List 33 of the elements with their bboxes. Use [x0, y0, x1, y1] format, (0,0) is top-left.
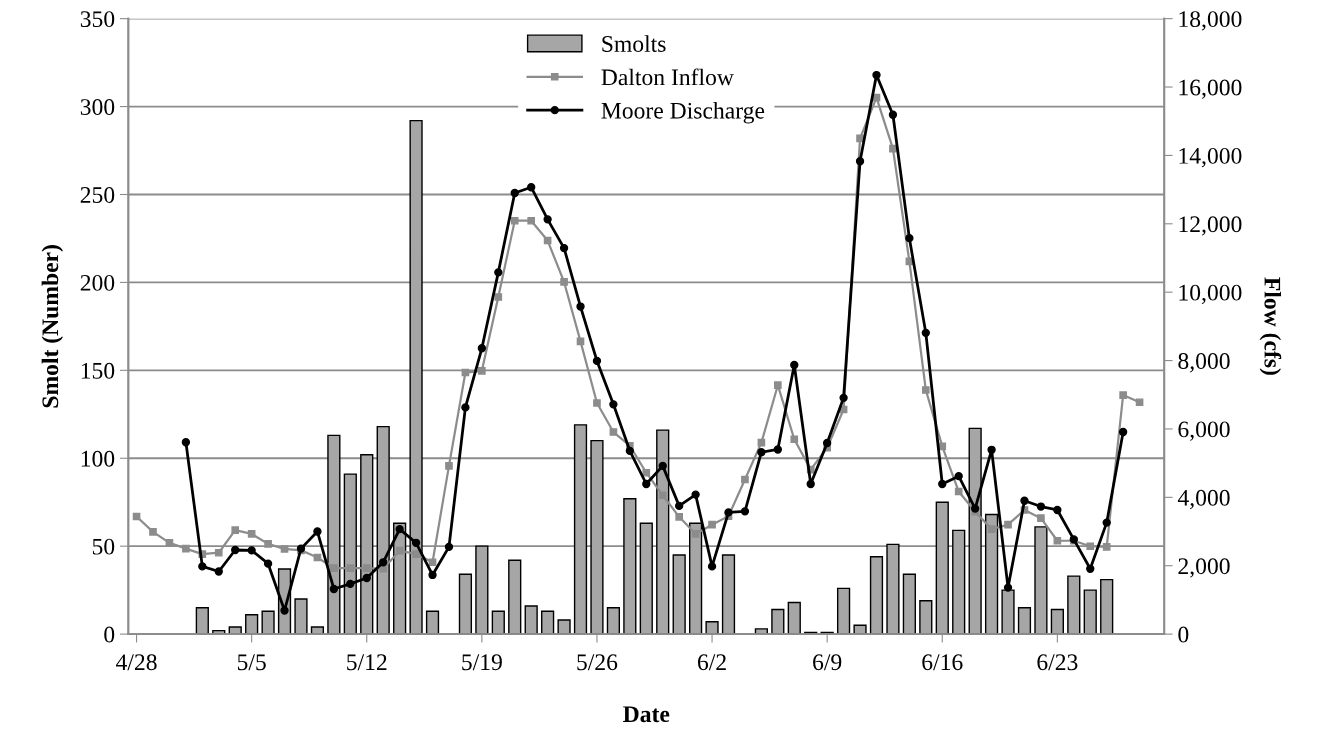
legend-label: Dalton Inflow — [601, 68, 734, 86]
y-tick-label: 100 — [81, 450, 115, 467]
y-tick-label: 250 — [80, 186, 115, 203]
y2-tick-label: 4,000 — [1177, 489, 1230, 510]
x-tick-label: 5/19 — [462, 654, 502, 671]
x-tick-label: 6/23 — [1037, 654, 1078, 671]
x-tick-label: 6/2 — [697, 654, 726, 671]
y-tick-label: 0 — [104, 626, 115, 643]
x-axis-title: Date — [623, 706, 670, 723]
y2-tick-label: 8,000 — [1178, 353, 1230, 373]
x-tick-label: 6/9 — [813, 654, 842, 671]
y2-tick-label: 16,000 — [1179, 79, 1242, 99]
y2-tick-label: 14,000 — [1179, 147, 1242, 168]
x-tick-label: 4/28 — [116, 654, 157, 671]
y2-tick-label: 0 — [1178, 626, 1189, 643]
y2-tick-label: 18,000 — [1179, 11, 1242, 31]
x-tick-label: 5/26 — [577, 654, 618, 671]
y-tick-label: 350 — [80, 11, 115, 28]
y2-tick-label: 2,000 — [1178, 558, 1230, 578]
y2-axis-title: Flow (cfs) — [1259, 277, 1282, 375]
y-tick-label: 200 — [80, 274, 115, 291]
x-tick-label: 5/12 — [347, 654, 387, 671]
x-tick-label: 5/5 — [237, 654, 266, 671]
y2-tick-label: 6,000 — [1178, 421, 1230, 441]
y2-tick-label: 12,000 — [1179, 216, 1242, 236]
y-tick-label: 300 — [80, 99, 115, 115]
y-axis-title: Smolt (Number) — [41, 245, 64, 408]
y-tick-label: 150 — [81, 362, 115, 379]
legend-label: Smolts — [602, 35, 666, 52]
y-tick-label: 50 — [92, 538, 115, 555]
y2-tick-label: 10,000 — [1179, 284, 1242, 305]
legend-label: Moore Discharge — [601, 102, 765, 124]
x-tick-label: 6/16 — [922, 654, 963, 671]
